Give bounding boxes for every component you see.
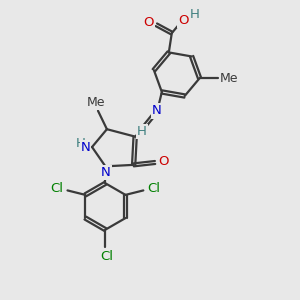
Text: N: N [101,167,111,179]
Text: Cl: Cl [100,250,113,263]
Text: O: O [144,16,154,29]
Text: Me: Me [220,72,238,85]
Text: N: N [81,141,90,154]
Text: H: H [76,137,86,150]
Text: H: H [137,125,147,138]
Text: H: H [190,8,200,21]
Text: Me: Me [87,96,106,109]
Text: N: N [152,104,162,118]
Text: O: O [178,14,189,26]
Text: Cl: Cl [147,182,160,195]
Text: O: O [158,155,169,168]
Text: Cl: Cl [51,182,64,195]
